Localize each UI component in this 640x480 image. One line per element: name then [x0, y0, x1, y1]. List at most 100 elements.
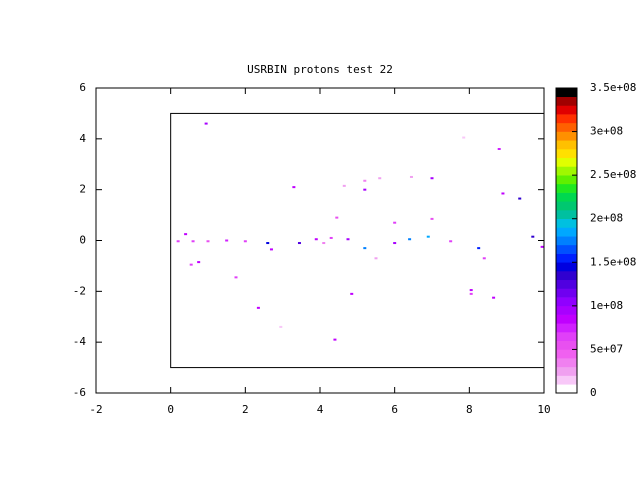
- x-tick-label: -2: [89, 403, 102, 416]
- colorbar-band: [556, 201, 577, 211]
- heat-cell: [269, 248, 273, 251]
- colorbar-band: [556, 157, 577, 167]
- x-tick-label: 4: [317, 403, 324, 416]
- colorbar-band: [556, 166, 577, 176]
- colorbar-band: [556, 271, 577, 281]
- heat-cell: [409, 175, 413, 178]
- heat-cell: [266, 242, 270, 245]
- heat-cell: [408, 238, 412, 241]
- heat-cell: [518, 197, 522, 200]
- colorbar-tick-label: 2e+08: [590, 212, 623, 225]
- y-tick-label: 4: [79, 132, 86, 145]
- colorbar-band: [556, 140, 577, 150]
- heat-cell: [393, 221, 397, 224]
- colorbar-band: [556, 122, 577, 132]
- colorbar-band: [556, 279, 577, 289]
- colorbar-band: [556, 210, 577, 220]
- colorbar-tick-label: 3e+08: [590, 125, 623, 138]
- colorbar-band: [556, 149, 577, 159]
- colorbar-tick-label: 0: [590, 386, 597, 399]
- heat-cell: [256, 306, 260, 309]
- heat-cell: [501, 192, 505, 195]
- colorbar-band: [556, 288, 577, 298]
- y-tick-label: -6: [73, 386, 86, 399]
- colorbar-band: [556, 358, 577, 368]
- x-tick-label: 2: [242, 403, 249, 416]
- heat-cell: [363, 188, 367, 191]
- colorbar-tick-label: 1.5e+08: [590, 255, 636, 268]
- colorbar-band: [556, 236, 577, 246]
- heat-cell: [531, 235, 535, 238]
- plot-frame: [95, 87, 545, 394]
- heat-cell: [297, 242, 301, 245]
- colorbar-band: [556, 227, 577, 237]
- colorbar-band: [556, 375, 577, 385]
- colorbar-band: [556, 131, 577, 141]
- heat-cell: [346, 238, 350, 241]
- heat-cell: [184, 233, 188, 236]
- heat-cell: [492, 296, 496, 299]
- heat-cell: [279, 325, 283, 328]
- heat-cell: [469, 289, 473, 292]
- colorbar-band: [556, 253, 577, 263]
- heat-cell: [314, 238, 318, 241]
- heat-cell: [335, 216, 339, 219]
- colorbar-band: [556, 384, 577, 394]
- heat-cell: [430, 217, 434, 220]
- heat-cell: [449, 240, 453, 243]
- heat-cell: [243, 240, 247, 243]
- colorbar-band: [556, 332, 577, 342]
- y-tick-label: 6: [79, 81, 86, 94]
- colorbar-band: [556, 366, 577, 376]
- colorbar-band: [556, 105, 577, 115]
- colorbar-band: [556, 183, 577, 193]
- heat-cell: [204, 122, 208, 125]
- y-tick-label: 0: [79, 234, 86, 247]
- heat-cell: [363, 247, 367, 250]
- heat-cell: [329, 236, 333, 239]
- heat-cell: [430, 177, 434, 180]
- heat-cell: [482, 257, 486, 260]
- heat-cell: [426, 235, 430, 238]
- colorbar-tick-label: 3.5e+08: [590, 81, 636, 94]
- heat-cell: [477, 247, 481, 250]
- heat-cell: [176, 240, 180, 243]
- x-tick-label: 0: [167, 403, 174, 416]
- heat-cell: [540, 245, 544, 248]
- colorbar-band: [556, 349, 577, 359]
- colorbar-band: [556, 340, 577, 350]
- heat-cell: [393, 242, 397, 245]
- colorbar-band: [556, 262, 577, 272]
- heat-cell: [333, 338, 337, 341]
- x-tick-label: 6: [391, 403, 398, 416]
- chart-title: USRBIN protons test 22: [247, 63, 393, 76]
- colorbar-band: [556, 244, 577, 254]
- y-tick-label: -4: [73, 335, 87, 348]
- colorbar-band: [556, 96, 577, 106]
- colorbar-tick-label: 5e+07: [590, 342, 623, 355]
- heat-cell: [374, 257, 378, 260]
- colorbar-frame: [555, 87, 578, 394]
- colorbar-band: [556, 218, 577, 228]
- heat-cell: [197, 261, 201, 264]
- colorbar-band: [556, 114, 577, 124]
- colorbar-band: [556, 175, 577, 185]
- heat-cell: [189, 263, 193, 266]
- colorbar-band: [556, 314, 577, 324]
- colorbar-band: [556, 88, 577, 98]
- y-tick-label: 2: [79, 183, 86, 196]
- heat-cell: [378, 177, 382, 180]
- x-tick-label: 8: [466, 403, 473, 416]
- heat-cell: [350, 292, 354, 295]
- colorbar-band: [556, 297, 577, 307]
- heat-cell: [225, 239, 229, 242]
- heat-cell: [191, 240, 195, 243]
- heat-cell: [497, 148, 501, 150]
- colorbar-band: [556, 323, 577, 333]
- colorbar-band: [556, 305, 577, 315]
- heat-cell: [234, 276, 238, 279]
- heat-cell: [292, 186, 296, 189]
- heat-cell: [363, 179, 367, 182]
